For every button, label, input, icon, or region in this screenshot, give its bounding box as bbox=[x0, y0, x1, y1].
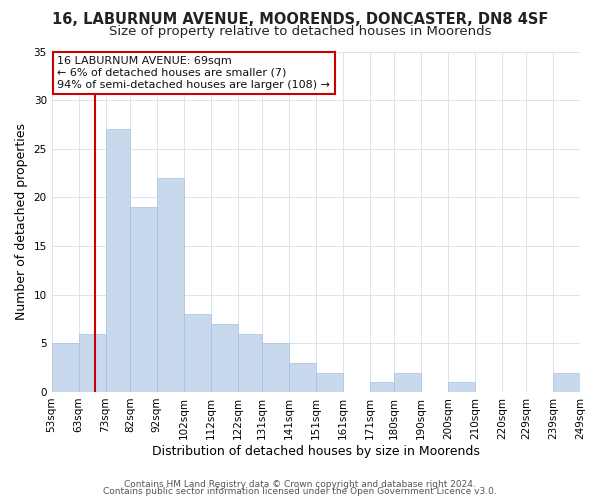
Text: Contains HM Land Registry data © Crown copyright and database right 2024.: Contains HM Land Registry data © Crown c… bbox=[124, 480, 476, 489]
Bar bbox=[238, 334, 262, 392]
Bar bbox=[553, 372, 580, 392]
Text: 16, LABURNUM AVENUE, MOORENDS, DONCASTER, DN8 4SF: 16, LABURNUM AVENUE, MOORENDS, DONCASTER… bbox=[52, 12, 548, 28]
Text: 16 LABURNUM AVENUE: 69sqm
← 6% of detached houses are smaller (7)
94% of semi-de: 16 LABURNUM AVENUE: 69sqm ← 6% of detach… bbox=[57, 56, 330, 90]
Bar bbox=[52, 344, 79, 392]
Bar bbox=[394, 372, 421, 392]
Y-axis label: Number of detached properties: Number of detached properties bbox=[15, 123, 28, 320]
Bar bbox=[370, 382, 394, 392]
Bar bbox=[157, 178, 184, 392]
Bar bbox=[289, 363, 316, 392]
Bar bbox=[448, 382, 475, 392]
Bar bbox=[184, 314, 211, 392]
Bar bbox=[262, 344, 289, 392]
Bar bbox=[316, 372, 343, 392]
Bar bbox=[79, 334, 106, 392]
Bar bbox=[130, 207, 157, 392]
Text: Size of property relative to detached houses in Moorends: Size of property relative to detached ho… bbox=[109, 25, 491, 38]
Bar bbox=[211, 324, 238, 392]
Text: Contains public sector information licensed under the Open Government Licence v3: Contains public sector information licen… bbox=[103, 487, 497, 496]
Bar bbox=[106, 130, 130, 392]
X-axis label: Distribution of detached houses by size in Moorends: Distribution of detached houses by size … bbox=[152, 444, 480, 458]
